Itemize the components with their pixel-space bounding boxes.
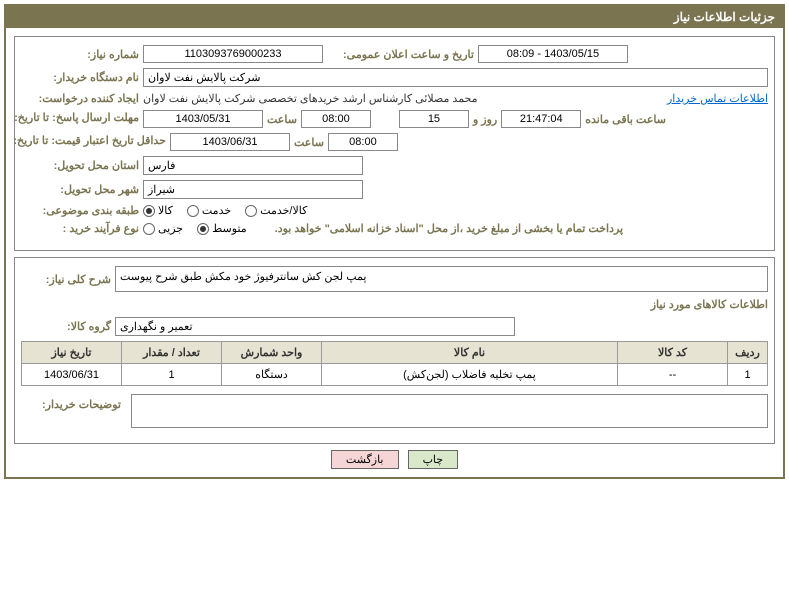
field-buyer-org: شرکت پالایش نفت لاوان: [143, 68, 768, 87]
label-days-and: روز و: [473, 113, 497, 126]
cell-qty: 1: [122, 364, 222, 386]
row-buyer-org: نام دستگاه خریدار: شرکت پالایش نفت لاوان: [21, 68, 768, 87]
back-button[interactable]: بازگشت: [331, 450, 399, 469]
field-goods-group: تعمیر و نگهداری: [115, 317, 515, 336]
radio-group-process: جزیی متوسط: [143, 222, 247, 235]
row-province: استان محل تحویل: فارس: [21, 156, 768, 175]
th-date: تاریخ نیاز: [22, 342, 122, 364]
field-validity-date: 1403/06/31: [170, 133, 290, 151]
label-requester: ایجاد کننده درخواست:: [21, 92, 139, 105]
goods-table: ردیف کد کالا نام کالا واحد شمارش تعداد /…: [21, 341, 768, 386]
row-city: شهر محل تحویل: شیراز: [21, 180, 768, 199]
field-need-number: 1103093769000233: [143, 45, 323, 63]
row-need-number: شماره نیاز: 1103093769000233 تاریخ و ساع…: [21, 45, 768, 63]
th-name: نام کالا: [322, 342, 618, 364]
label-city: شهر محل تحویل:: [21, 183, 139, 196]
radio-medium[interactable]: متوسط: [197, 222, 247, 235]
radio-service[interactable]: خدمت: [187, 204, 231, 217]
title-goods-info: اطلاعات کالاهای مورد نیاز: [21, 298, 768, 311]
radio-dot-medium: [197, 223, 209, 235]
field-requester: محمد مصلائی کارشناس ارشد خریدهای تخصصی ش…: [143, 92, 478, 105]
label-process: نوع فرآیند خرید :: [21, 222, 139, 235]
main-info-box: شماره نیاز: 1103093769000233 تاریخ و ساع…: [14, 36, 775, 251]
cell-unit: دستگاه: [222, 364, 322, 386]
radio-label-service: خدمت: [202, 204, 231, 217]
row-buyer-notes: توضیحات خریدار:: [21, 394, 768, 428]
link-buyer-contact[interactable]: اطلاعات تماس خریدار: [667, 92, 768, 105]
row-goods-group: گروه کالا: تعمیر و نگهداری: [21, 317, 768, 336]
field-validity-time: 08:00: [328, 133, 398, 151]
radio-dot-small: [143, 223, 155, 235]
label-buyer-notes: توضیحات خریدار:: [21, 394, 121, 411]
cell-code: --: [618, 364, 728, 386]
label-time-1: ساعت: [267, 113, 297, 126]
label-category: طبقه بندی موضوعی:: [21, 204, 139, 217]
radio-goods[interactable]: کالا: [143, 204, 173, 217]
label-deadline: مهلت ارسال پاسخ: تا تاریخ:: [21, 112, 139, 125]
radio-label-goods: کالا: [158, 204, 173, 217]
row-deadline: مهلت ارسال پاسخ: تا تاریخ: 1403/05/31 سا…: [21, 110, 768, 128]
print-button[interactable]: چاپ: [408, 450, 459, 469]
row-requester: ایجاد کننده درخواست: محمد مصلائی کارشناس…: [21, 92, 768, 105]
details-panel: جزئیات اطلاعات نیاز شماره نیاز: 11030937…: [4, 4, 785, 479]
field-remain-time: 21:47:04: [501, 110, 581, 128]
radio-dot-goods: [143, 205, 155, 217]
th-row: ردیف: [728, 342, 768, 364]
description-box: شرح کلی نیاز: پمپ لجن کش سانترفیوژ خود م…: [14, 257, 775, 444]
radio-label-medium: متوسط: [212, 222, 247, 235]
th-qty: تعداد / مقدار: [122, 342, 222, 364]
button-row: چاپ بازگشت: [14, 450, 775, 469]
panel-body: شماره نیاز: 1103093769000233 تاریخ و ساع…: [6, 28, 783, 477]
field-deadline-date: 1403/05/31: [143, 110, 263, 128]
radio-goods-service[interactable]: کالا/خدمت: [245, 204, 307, 217]
row-validity: حداقل تاریخ اعتبار قیمت: تا تاریخ: 1403/…: [21, 133, 768, 151]
radio-small[interactable]: جزیی: [143, 222, 183, 235]
field-city: شیراز: [143, 180, 363, 199]
radio-dot-goods-service: [245, 205, 257, 217]
label-time-2: ساعت: [294, 136, 324, 149]
row-process: نوع فرآیند خرید : جزیی متوسط پرداخت تمام…: [21, 222, 768, 235]
label-announce-datetime: تاریخ و ساعت اعلان عمومی:: [343, 48, 474, 61]
field-province: فارس: [143, 156, 363, 175]
field-buyer-notes: [131, 394, 768, 428]
label-province: استان محل تحویل:: [21, 159, 139, 172]
cell-row: 1: [728, 364, 768, 386]
treasury-note: پرداخت تمام یا بخشی از مبلغ خرید ،از محل…: [275, 222, 623, 235]
radio-dot-service: [187, 205, 199, 217]
field-general-desc: پمپ لجن کش سانترفیوژ خود مکش طبق شرح پیو…: [115, 266, 768, 292]
row-category: طبقه بندی موضوعی: کالا خدمت کالا/خدمت: [21, 204, 768, 217]
radio-group-category: کالا خدمت کالا/خدمت: [143, 204, 307, 217]
row-general-desc: شرح کلی نیاز: پمپ لجن کش سانترفیوژ خود م…: [21, 266, 768, 292]
label-goods-group: گروه کالا:: [21, 320, 111, 333]
label-general-desc: شرح کلی نیاز:: [21, 273, 111, 286]
label-remain: ساعت باقی مانده: [585, 113, 666, 126]
radio-label-goods-service: کالا/خدمت: [260, 204, 307, 217]
table-header-row: ردیف کد کالا نام کالا واحد شمارش تعداد /…: [22, 342, 768, 364]
label-need-number: شماره نیاز:: [21, 48, 139, 61]
field-deadline-time: 08:00: [301, 110, 371, 128]
cell-name: پمپ تخلیه فاضلاب (لجن‌کش): [322, 364, 618, 386]
cell-date: 1403/06/31: [22, 364, 122, 386]
label-validity: حداقل تاریخ اعتبار قیمت: تا تاریخ:: [21, 135, 166, 148]
panel-title: جزئیات اطلاعات نیاز: [6, 6, 783, 28]
field-remain-days: 15: [399, 110, 469, 128]
th-code: کد کالا: [618, 342, 728, 364]
label-buyer-org: نام دستگاه خریدار:: [21, 71, 139, 84]
table-row: 1 -- پمپ تخلیه فاضلاب (لجن‌کش) دستگاه 1 …: [22, 364, 768, 386]
field-announce-datetime: 1403/05/15 - 08:09: [478, 45, 628, 63]
radio-label-small: جزیی: [158, 222, 183, 235]
th-unit: واحد شمارش: [222, 342, 322, 364]
